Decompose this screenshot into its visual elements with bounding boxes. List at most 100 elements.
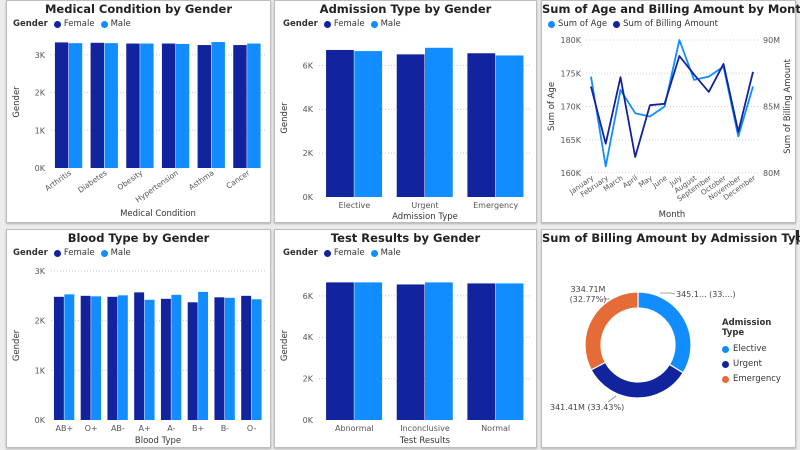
bar-female-ab <box>107 296 118 420</box>
legend-item-sum-of-age[interactable]: Sum of Age <box>548 19 607 29</box>
card-title: Sum of Billing Amount by Admission Type <box>542 231 800 245</box>
series-line-sum-of-billing <box>590 55 754 158</box>
legend-item-elective[interactable]: Elective <box>722 344 795 354</box>
legend-item-female[interactable]: Female <box>323 19 365 29</box>
x-tick-label: Emergency <box>473 201 518 210</box>
bar-male-normal <box>495 283 524 420</box>
y-tick-label: 2K <box>35 317 46 326</box>
age-billing-line-chart[interactable]: 160K165K170K175K180K80M85M90MJanuaryFebr… <box>542 1 797 224</box>
bar-male-arthritis <box>68 43 83 169</box>
legend-item-male[interactable]: Male <box>370 248 401 258</box>
y-tick-label: 0K <box>35 164 46 173</box>
bar-male-b <box>198 291 209 420</box>
card-edge-handle[interactable] <box>796 230 799 240</box>
female-dot-icon <box>323 249 331 257</box>
emergency-dot-icon <box>722 375 729 383</box>
data-label-emergency-value: 334.71M <box>571 285 606 294</box>
bar-female-ab <box>53 296 64 420</box>
bar-male-hypertension <box>175 43 190 168</box>
y-tick-label: 2K <box>303 149 314 158</box>
x-axis-title: Admission Type <box>392 212 458 222</box>
y-tick-label: 3K <box>35 267 46 276</box>
admission-type-card[interactable]: Admission Type by Gender Gender Female M… <box>274 0 537 223</box>
y-axis-title: Gender <box>280 329 290 361</box>
x-tick-label: Urgent <box>411 201 438 210</box>
legend-title: Gender <box>283 248 318 258</box>
donut-legend: Admission Type Elective Urgent Emergency <box>722 318 795 389</box>
billing-donut-chart[interactable]: 345.1... (33....) 334.71M(32.77%) 341.41M … <box>542 230 797 449</box>
x-tick-label: AB- <box>111 424 125 433</box>
y-left-tick-label: 175K <box>560 69 581 78</box>
bar-female-urgent <box>396 54 425 197</box>
x-tick-label: A+ <box>139 424 151 433</box>
y-tick-label: 2K <box>303 375 314 384</box>
chart-legend: Gender Female Male <box>283 248 401 258</box>
x-tick-label: Arthritis <box>43 168 73 193</box>
blood-type-chart[interactable]: 0K 1K 2K 3K AB+ O+ AB- A+ A- B+ B- O- Blood Type Gend… <box>7 230 272 449</box>
bar-female-o <box>241 295 252 420</box>
male-dot-icon <box>370 20 378 28</box>
bar-male-o <box>251 299 262 420</box>
label-leader-line <box>660 292 676 295</box>
y-axis-title: Gender <box>12 86 22 118</box>
chart-legend: Gender Female Male <box>13 248 131 258</box>
data-label-elective: 345.1... (33....) <box>676 290 736 299</box>
x-tick-label: Asthma <box>187 168 216 192</box>
y-left-tick-label: 170K <box>560 103 581 112</box>
y-right-tick-label: 90M <box>763 36 780 45</box>
bar-male-ab <box>117 295 128 420</box>
legend-item-female[interactable]: Female <box>323 248 365 258</box>
bar-male-a <box>144 299 155 420</box>
legend-item-male[interactable]: Male <box>370 19 401 29</box>
legend-item-male[interactable]: Male <box>100 19 131 29</box>
y-tick-label: 2K <box>35 89 46 98</box>
male-dot-icon <box>100 249 108 257</box>
x-tick-label: Cancer <box>225 168 253 191</box>
elective-dot-icon <box>722 345 729 353</box>
bar-male-a <box>171 294 182 420</box>
legend-item-male[interactable]: Male <box>100 248 131 258</box>
x-tick-label: June <box>650 173 669 190</box>
bar-female-emergency <box>467 53 496 198</box>
billing-by-admission-card[interactable]: Sum of Billing Amount by Admission Type … <box>541 229 800 449</box>
blood-type-card[interactable]: Blood Type by Gender Gender Female Male … <box>6 229 271 448</box>
bar-female-asthma <box>197 45 211 168</box>
y-tick-label: 4K <box>303 333 314 342</box>
y-left-tick-label: 180K <box>560 36 581 45</box>
age-billing-by-month-card[interactable]: Sum of Age and Billing Amount by Month S… <box>541 0 800 224</box>
legend-item-emergency[interactable]: Emergency <box>722 374 795 384</box>
card-title: Admission Type by Gender <box>319 2 492 16</box>
bar-female-inconclusive <box>396 284 425 420</box>
card-title: Test Results by Gender <box>330 231 481 245</box>
bar-female-cancer <box>233 45 247 168</box>
legend-item-urgent[interactable]: Urgent <box>722 359 795 369</box>
x-tick-label: Inconclusive <box>400 424 450 433</box>
bar-female-b <box>214 297 225 420</box>
bar-female-normal <box>467 283 496 420</box>
urgent-dot-icon <box>722 360 729 368</box>
male-dot-icon <box>370 249 378 257</box>
bar-male-diabetes <box>104 43 118 169</box>
bar-male-o <box>91 296 102 420</box>
test-results-card[interactable]: Test Results by Gender Gender Female Mal… <box>274 229 537 448</box>
bar-female-elective <box>326 49 354 197</box>
bar-female-abnormal <box>326 282 354 420</box>
x-tick-label: A- <box>167 424 175 433</box>
bar-female-hypertension <box>161 43 176 168</box>
bar-male-ab <box>64 294 75 420</box>
card-title: Medical Condition by Gender <box>44 2 233 16</box>
donut-slice-emergency <box>584 291 639 371</box>
legend-item-female[interactable]: Female <box>53 248 95 258</box>
legend-item-sum-of-billing[interactable]: Sum of Billing Amount <box>613 19 718 29</box>
y-tick-label: 6K <box>303 292 314 301</box>
x-tick-label: Diabetes <box>76 168 109 195</box>
legend-item-female[interactable]: Female <box>53 19 95 29</box>
bar-male-urgent <box>425 47 453 198</box>
y-tick-label: 0K <box>303 193 314 202</box>
x-tick-label: Obesity <box>116 168 145 192</box>
medical-condition-card[interactable]: Medical Condition by Gender Gender Femal… <box>6 0 271 223</box>
y-left-tick-label: 160K <box>560 169 581 178</box>
